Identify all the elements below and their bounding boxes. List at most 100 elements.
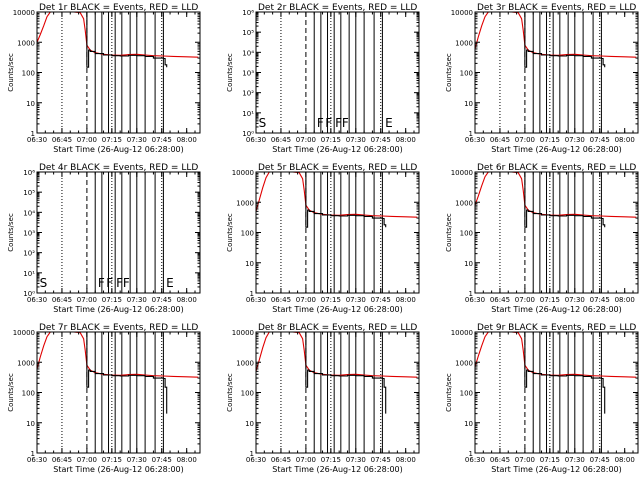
y-tick-label: 10¹ [242,110,254,118]
panel-title: Det 7r BLACK = Events, RED = LLD [39,323,198,333]
y-tick-label: 10000 [451,9,473,17]
y-tick-label: 10000 [13,9,35,17]
x-tick-label: 07:15 [540,296,560,304]
flag-letter: F [325,116,332,130]
y-axis-label: Counts/sec [445,213,453,252]
x-tick-label: 06:30 [465,296,485,304]
lld-series-line [37,332,199,378]
x-tick-label: 08:00 [615,456,635,464]
x-tick-label: 08:00 [615,136,635,144]
lld-series-line [256,332,418,378]
y-tick-label: 10 [245,260,254,268]
x-tick-label: 07:00 [515,136,535,144]
flag-letter: F [335,116,342,130]
flag-letter: F [342,116,349,130]
x-tick-label: 08:00 [177,296,197,304]
y-tick-label: 1 [469,290,473,298]
x-tick-label: 07:30 [127,296,147,304]
y-tick-label: 10² [23,250,35,258]
panel-marks [256,332,418,453]
y-tick-label: 10000 [232,169,254,177]
x-tick-label: 07:15 [321,456,341,464]
y-tick-label: 10000 [451,329,473,337]
x-tick-label: 06:45 [490,456,510,464]
x-tick-label: 07:00 [515,296,535,304]
panel-title: Det 3r BLACK = Events, RED = LLD [477,3,636,13]
x-tick-label: 07:15 [321,136,341,144]
x-tick-label: 06:45 [490,136,510,144]
lld-series-line [475,172,637,218]
y-tick-label: 10000 [232,329,254,337]
y-axis-label: Counts/sec [226,53,234,92]
x-tick-label: 07:45 [152,296,172,304]
x-tick-label: 07:00 [77,136,97,144]
x-tick-label: 07:15 [102,296,122,304]
y-tick-label: 100 [241,390,254,398]
x-tick-label: 07:30 [346,456,366,464]
y-tick-label: 10⁴ [242,49,254,57]
panel-title: Det 9r BLACK = Events, RED = LLD [477,323,636,333]
panel-title: Det 5r BLACK = Events, RED = LLD [258,163,417,173]
y-tick-label: 10 [26,420,35,428]
y-axis-label: Counts/sec [7,213,15,252]
y-tick-label: 1 [31,450,35,458]
x-tick-label: 06:45 [490,296,510,304]
x-axis-label: Start Time (26-Aug-12 06:28:00) [491,305,622,314]
y-tick-label: 10⁰ [23,290,35,298]
x-tick-label: 08:00 [177,136,197,144]
x-tick-label: 07:15 [540,456,560,464]
y-tick-label: 10² [242,90,254,98]
y-tick-label: 1000 [455,199,473,207]
panel-marks [37,332,199,453]
y-tick-label: 100 [460,70,473,78]
y-tick-label: 1000 [17,359,35,367]
events-series-line [37,332,168,414]
x-tick-label: 06:30 [27,136,47,144]
events-series-line [256,332,387,414]
y-axis-label: Counts/sec [445,373,453,412]
x-tick-label: 07:30 [127,136,147,144]
y-tick-label: 1 [250,290,254,298]
x-axis-label: Start Time (26-Aug-12 06:28:00) [491,145,622,154]
x-tick-label: 07:45 [371,456,391,464]
x-tick-label: 08:00 [396,296,416,304]
x-tick-label: 06:30 [27,296,47,304]
lld-series-line [475,332,637,378]
panel-marks [475,332,637,453]
flag-letter: E [385,116,393,130]
x-tick-label: 07:00 [296,296,316,304]
x-tick-label: 08:00 [396,456,416,464]
y-tick-label: 10 [464,420,473,428]
flag-letter: S [40,276,48,290]
x-tick-label: 07:45 [371,296,391,304]
panel-marks [475,172,637,293]
x-tick-label: 06:45 [271,296,291,304]
y-tick-label: 10⁶ [242,9,254,17]
y-tick-label: 1 [250,450,254,458]
lld-series-line [256,172,418,218]
det-panel-9: 1 10 100 1000 10000 06:30 06:45 07:00 07:15 07:30… [445,323,639,474]
panel-marks [256,172,418,293]
x-axis-label: Start Time (26-Aug-12 06:28:00) [491,465,622,474]
y-tick-label: 1000 [236,199,254,207]
x-tick-label: 07:15 [102,136,122,144]
panel-title: Det 8r BLACK = Events, RED = LLD [258,323,417,333]
x-tick-label: 06:45 [52,136,72,144]
panel-title: Det 6r BLACK = Events, RED = LLD [477,163,636,173]
y-axis-label: Counts/sec [7,373,15,412]
y-tick-label: 100 [241,230,254,238]
panel-marks [61,172,164,293]
x-tick-label: 07:30 [565,296,585,304]
x-tick-label: 07:30 [346,136,366,144]
events-series-line [256,172,387,228]
x-tick-label: 06:30 [246,296,266,304]
x-tick-label: 06:30 [27,456,47,464]
x-tick-label: 07:45 [371,136,391,144]
events-series-line [475,332,606,414]
panel-title: Det 1r BLACK = Events, RED = LLD [39,3,198,13]
y-tick-label: 100 [460,390,473,398]
det-panel-6: 1 10 100 1000 10000 06:30 06:45 07:00 07:15 07:30… [445,163,639,314]
y-tick-label: 10 [26,100,35,108]
